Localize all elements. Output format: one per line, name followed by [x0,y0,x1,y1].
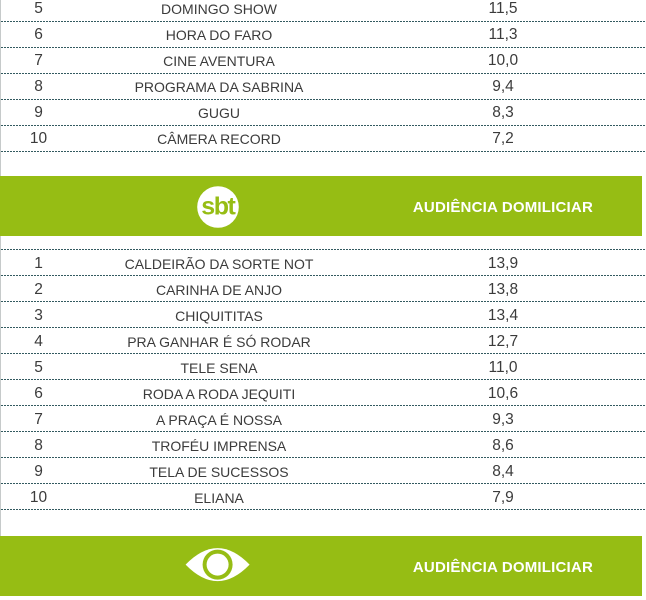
svg-text:sbt: sbt [201,193,236,221]
